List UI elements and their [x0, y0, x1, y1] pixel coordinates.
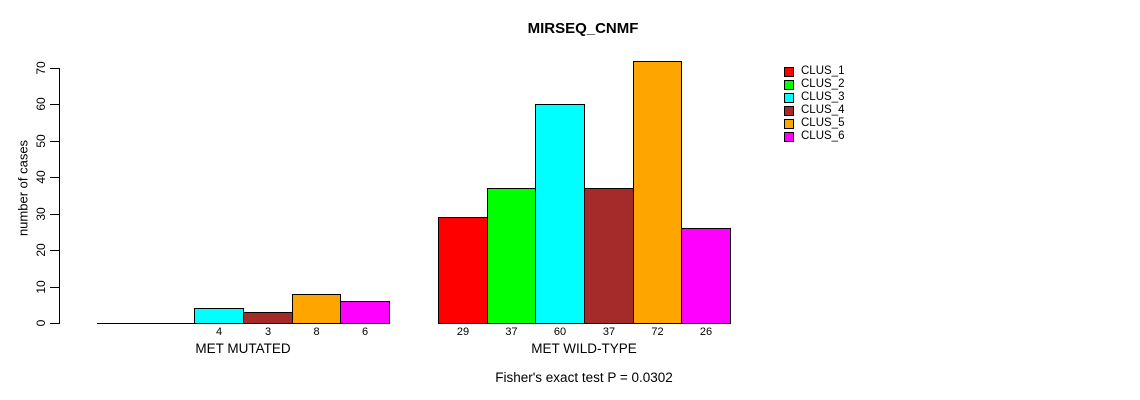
y-tick-mark-50: [50, 141, 59, 142]
y-tick-label-50: 50: [34, 134, 48, 148]
bar-value-label-clus-3-met-wild-type: 60: [553, 326, 567, 338]
bar-value-label-clus-6-met-wild-type: 26: [699, 326, 713, 338]
y-tick-label-60: 60: [34, 97, 48, 111]
y-tick-label-10: 10: [34, 280, 48, 294]
legend-row-clus-5: CLUS_5: [784, 117, 844, 130]
y-tick-mark-70: [50, 68, 59, 69]
legend-label-clus-2: CLUS_2: [801, 78, 845, 90]
legend-swatch-clus-1: [784, 66, 794, 77]
bar-clus-1-met-mutated: [97, 323, 147, 324]
bar-value-label-clus-3-met-mutated: 4: [215, 326, 223, 338]
bar-clus-1-met-wild-type: [438, 217, 488, 324]
chart-title: MIRSEQ_CNMF: [527, 20, 639, 37]
bar-clus-5-met-wild-type: [633, 61, 682, 324]
legend-swatch-clus-5: [784, 118, 794, 129]
bar-clus-4-met-wild-type: [584, 188, 634, 324]
y-tick-mark-60: [50, 104, 59, 105]
bar-clus-2-met-wild-type: [487, 188, 536, 324]
bar-value-label-clus-5-met-mutated: 8: [313, 326, 320, 338]
y-tick-label-40: 40: [34, 170, 48, 184]
bar-clus-3-met-mutated: [194, 308, 244, 324]
y-tick-label-30: 30: [34, 207, 48, 221]
y-tick-label-0: 0: [34, 319, 48, 327]
legend-row-clus-4: CLUS_4: [784, 104, 844, 117]
legend-row-clus-6: CLUS_6: [784, 130, 844, 143]
legend-row-clus-2: CLUS_2: [784, 78, 844, 91]
bar-value-label-clus-6-met-mutated: 6: [361, 326, 369, 338]
bar-value-label-clus-4-met-mutated: 3: [264, 326, 272, 338]
legend-label-clus-4: CLUS_4: [801, 104, 845, 116]
y-axis-line: [59, 68, 60, 324]
y-tick-label-20: 20: [34, 243, 48, 257]
bar-clus-2-met-mutated: [146, 323, 195, 324]
y-tick-label-70: 70: [34, 61, 48, 75]
y-tick-mark-10: [50, 287, 59, 288]
bar-clus-6-met-mutated: [340, 301, 390, 324]
y-tick-mark-30: [50, 214, 59, 215]
legend: CLUS_1 CLUS_2 CLUS_3 CLUS_4 CLUS_5 CLUS_6: [784, 65, 844, 143]
bar-value-label-clus-4-met-wild-type: 37: [602, 326, 616, 338]
y-axis-label: number of cases: [15, 139, 31, 237]
legend-swatch-clus-2: [784, 79, 794, 90]
bar-clus-5-met-mutated: [292, 294, 341, 324]
bar-clus-4-met-mutated: [243, 312, 293, 324]
bar-value-label-clus-5-met-wild-type: 72: [651, 326, 664, 338]
legend-label-clus-6: CLUS_6: [801, 130, 845, 142]
legend-label-clus-3: CLUS_3: [801, 91, 845, 103]
legend-row-clus-3: CLUS_3: [784, 91, 844, 104]
bar-clus-6-met-wild-type: [681, 228, 731, 324]
group-label-met-wild-type: MET WILD-TYPE: [531, 341, 637, 356]
bar-value-label-clus-1-met-wild-type: 29: [456, 326, 470, 338]
legend-label-clus-1: CLUS_1: [801, 65, 845, 77]
fisher-test-annotation: Fisher's exact test P = 0.0302: [495, 370, 673, 385]
y-tick-mark-20: [50, 250, 59, 251]
group-label-met-mutated: MET MUTATED: [195, 341, 291, 356]
y-tick-mark-0: [50, 323, 59, 324]
bar-clus-3-met-wild-type: [535, 104, 585, 324]
bar-value-label-clus-2-met-wild-type: 37: [505, 326, 518, 338]
y-tick-mark-40: [50, 177, 59, 178]
legend-swatch-clus-6: [784, 131, 794, 142]
legend-row-clus-1: CLUS_1: [784, 65, 844, 78]
legend-swatch-clus-3: [784, 92, 794, 103]
legend-label-clus-5: CLUS_5: [801, 117, 845, 129]
legend-swatch-clus-4: [784, 105, 794, 116]
